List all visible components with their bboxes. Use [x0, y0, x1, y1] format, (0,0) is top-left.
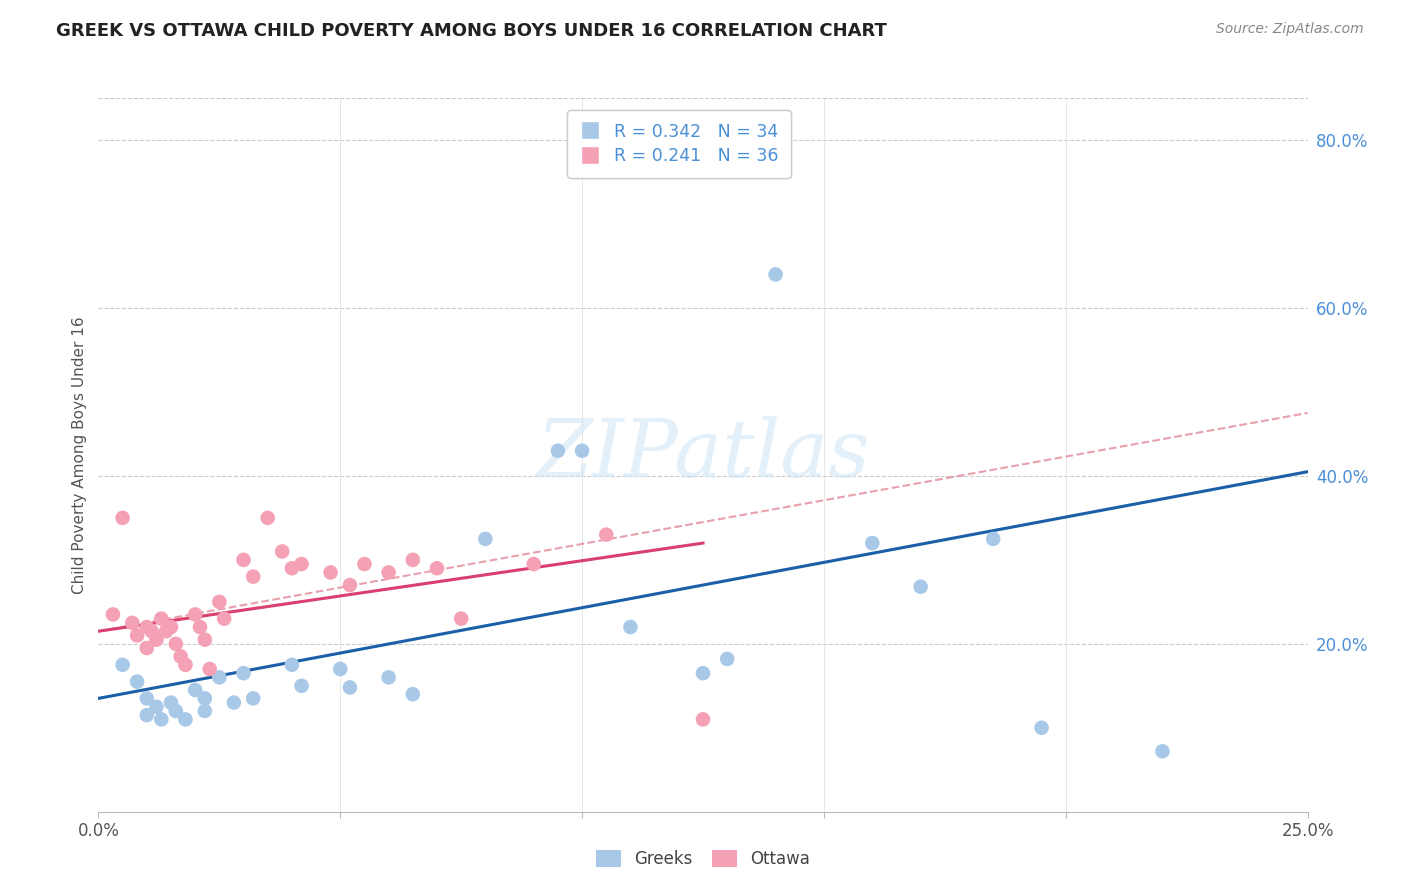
Point	[208, 595, 231, 609]
Point	[402, 687, 425, 701]
Point	[208, 670, 231, 684]
Point	[339, 578, 361, 592]
Point	[692, 666, 714, 681]
Point	[281, 561, 304, 575]
Point	[271, 544, 294, 558]
Point	[860, 536, 883, 550]
Point	[135, 708, 157, 723]
Point	[121, 615, 143, 630]
Point	[281, 657, 304, 672]
Point	[165, 637, 187, 651]
Point	[426, 561, 449, 575]
Point	[319, 566, 342, 580]
Point	[242, 569, 264, 583]
Point	[339, 681, 361, 695]
Point	[111, 511, 134, 525]
Point	[101, 607, 124, 622]
Point	[160, 620, 183, 634]
Point	[184, 607, 207, 622]
Point	[160, 696, 183, 710]
Point	[150, 612, 173, 626]
Point	[135, 620, 157, 634]
Point	[155, 624, 177, 639]
Point	[242, 691, 264, 706]
Point	[256, 511, 278, 525]
Point	[402, 553, 425, 567]
Text: Source: ZipAtlas.com: Source: ZipAtlas.com	[1216, 22, 1364, 37]
Point	[1152, 744, 1174, 758]
Point	[329, 662, 352, 676]
Point	[150, 712, 173, 726]
Point	[765, 268, 787, 282]
Point	[232, 553, 254, 567]
Point	[169, 649, 191, 664]
Point	[165, 704, 187, 718]
Point	[111, 657, 134, 672]
Point	[377, 566, 399, 580]
Point	[981, 532, 1004, 546]
Point	[619, 620, 641, 634]
Point	[571, 443, 593, 458]
Point	[716, 652, 738, 666]
Point	[450, 612, 472, 626]
Point	[184, 683, 207, 698]
Point	[145, 632, 167, 647]
Point	[290, 557, 312, 571]
Point	[135, 640, 157, 655]
Legend: Greeks, Ottawa: Greeks, Ottawa	[589, 843, 817, 875]
Point	[377, 670, 399, 684]
Legend: R = 0.342   N = 34, R = 0.241   N = 36: R = 0.342 N = 34, R = 0.241 N = 36	[567, 111, 790, 178]
Point	[145, 699, 167, 714]
Point	[1031, 721, 1053, 735]
Y-axis label: Child Poverty Among Boys Under 16: Child Poverty Among Boys Under 16	[72, 316, 87, 594]
Point	[474, 532, 496, 546]
Point	[174, 712, 197, 726]
Point	[523, 557, 546, 571]
Point	[595, 527, 617, 541]
Point	[353, 557, 375, 571]
Point	[194, 691, 217, 706]
Point	[194, 632, 217, 647]
Point	[290, 679, 312, 693]
Point	[127, 674, 149, 689]
Point	[547, 443, 569, 458]
Point	[188, 620, 211, 634]
Point	[141, 624, 163, 639]
Point	[910, 580, 932, 594]
Point	[222, 696, 245, 710]
Point	[212, 612, 235, 626]
Point	[135, 691, 157, 706]
Text: GREEK VS OTTAWA CHILD POVERTY AMONG BOYS UNDER 16 CORRELATION CHART: GREEK VS OTTAWA CHILD POVERTY AMONG BOYS…	[56, 22, 887, 40]
Point	[692, 712, 714, 726]
Point	[174, 657, 197, 672]
Point	[194, 704, 217, 718]
Point	[198, 662, 221, 676]
Point	[232, 666, 254, 681]
Text: ZIPatlas: ZIPatlas	[536, 417, 870, 493]
Point	[127, 628, 149, 642]
